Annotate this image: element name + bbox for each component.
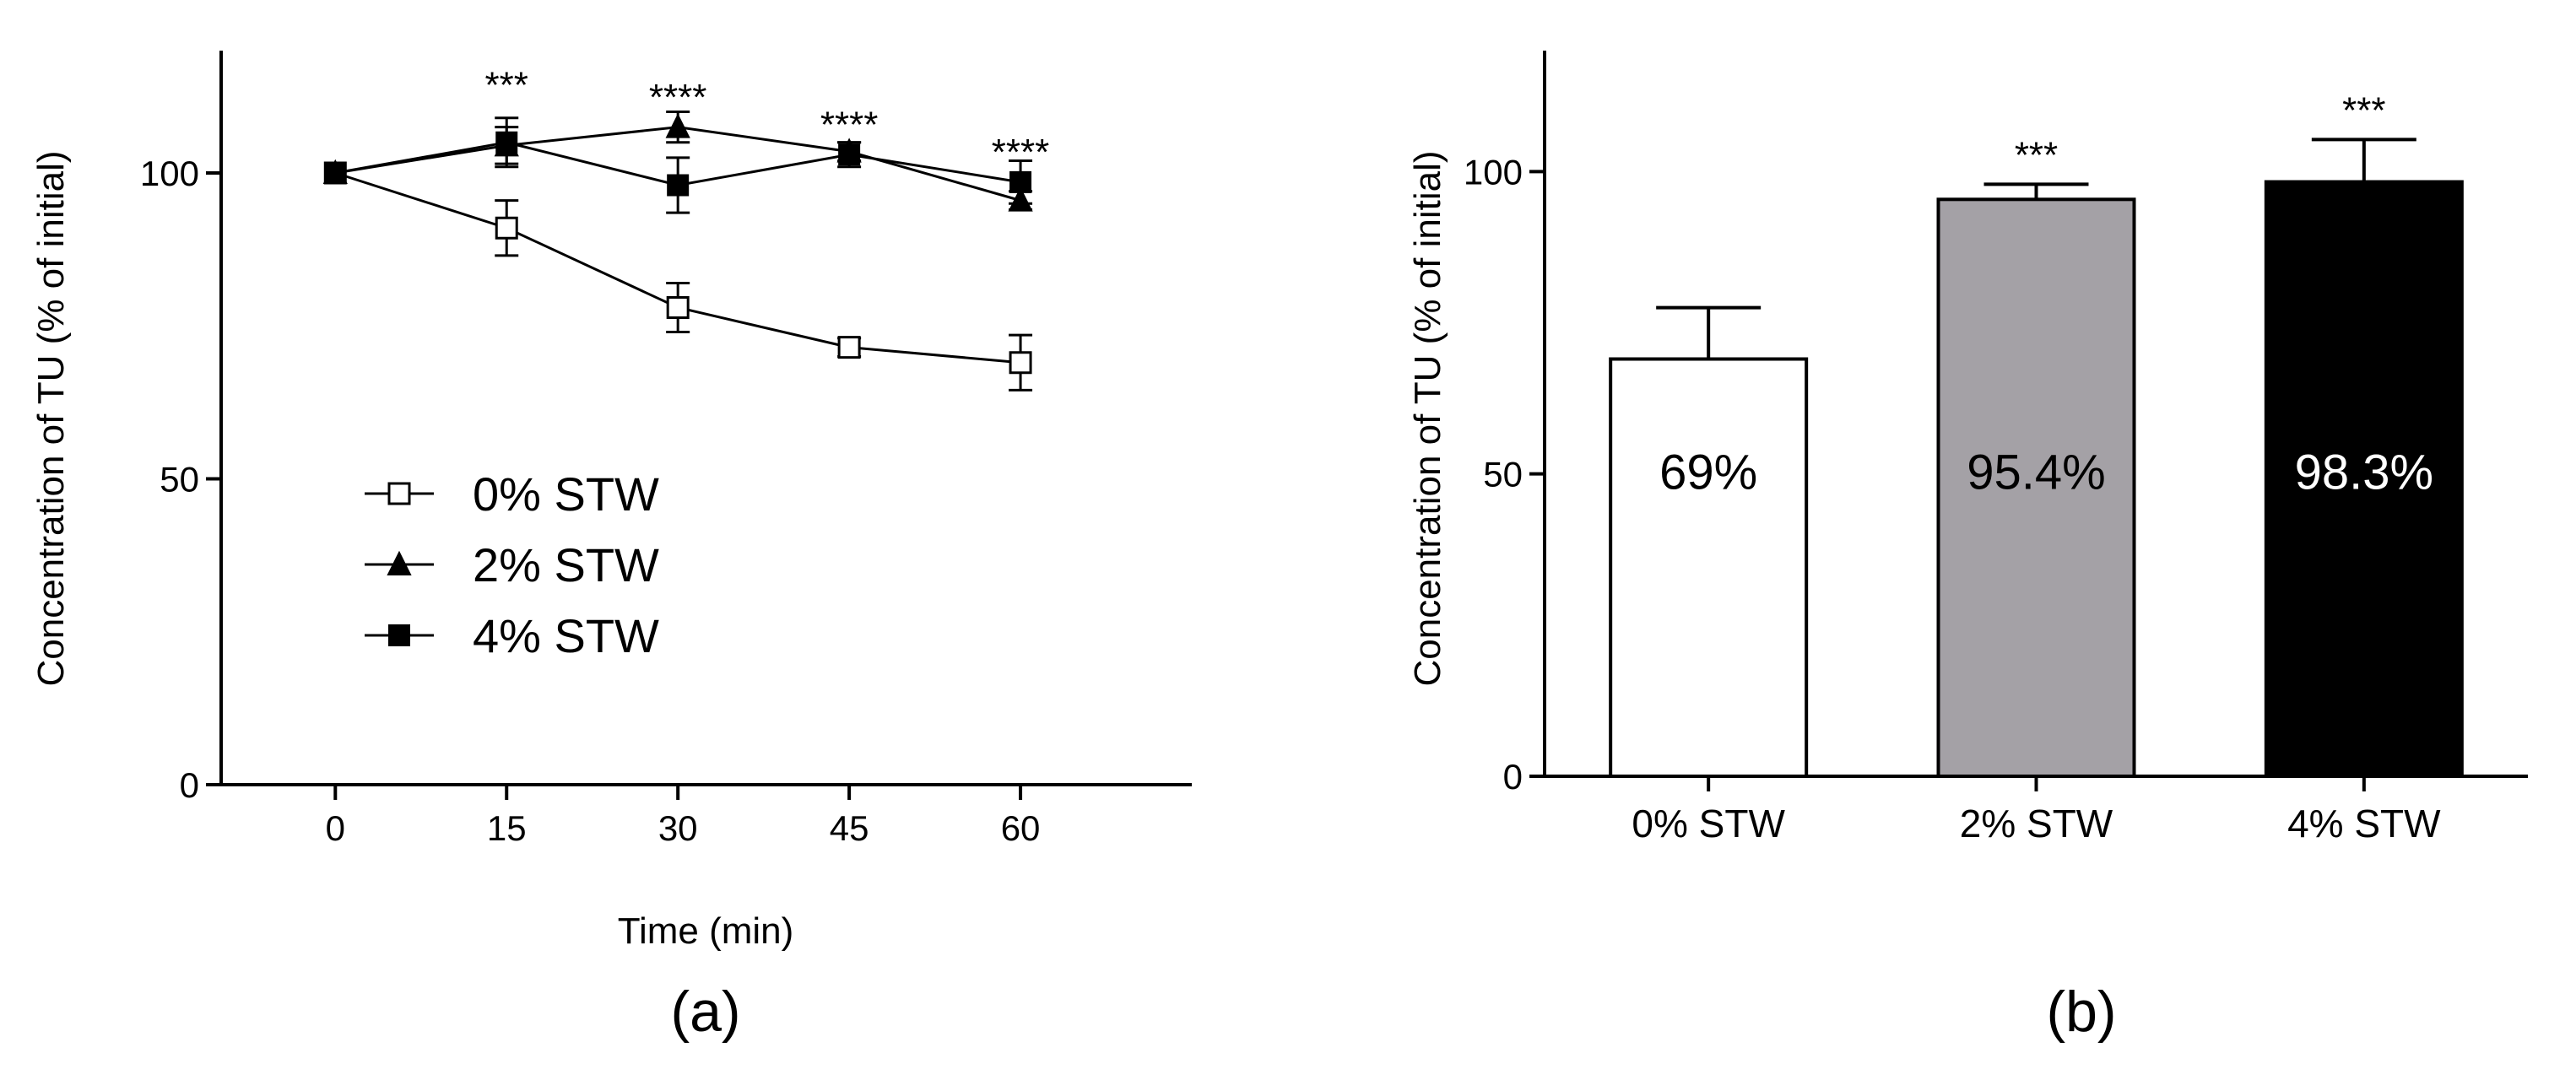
- bar-chart-panel-b: Concentration of TU (% of initial) (b) 0…: [1407, 51, 2528, 1044]
- legend-label: 4% STW: [473, 609, 659, 662]
- marker-filled-square: [838, 143, 861, 166]
- bar-data-label: 95.4%: [1967, 446, 2105, 500]
- bar-group-2-stw: 95.4% ***: [1936, 134, 2136, 779]
- y-tick-label: 50: [1483, 455, 1523, 494]
- x-tick-label: 0: [326, 808, 345, 848]
- legend-item: 0% STW: [365, 467, 659, 521]
- bar-data-label: 69%: [1659, 446, 1757, 500]
- bar-group-4-stw: 98.3% ***: [2264, 89, 2464, 778]
- significance-annotation: ***: [485, 64, 528, 105]
- legend-label: 2% STW: [473, 538, 659, 591]
- x-tick-label: 2% STW: [1960, 802, 2113, 845]
- marker-filled-triangle: [387, 550, 412, 575]
- marker-open-square: [495, 216, 518, 240]
- marker-filled-square: [495, 131, 518, 154]
- x-tick-label: 60: [1001, 808, 1041, 848]
- marker-open-square: [666, 296, 690, 319]
- panel-label: (b): [2046, 980, 2116, 1044]
- y-axis-label: Concentration of TU (% of initial): [1407, 150, 1448, 686]
- significance-annotation: ****: [649, 77, 707, 118]
- bar: [1609, 357, 1809, 778]
- significance-annotation: ***: [2342, 89, 2385, 131]
- x-tick-label: 0% STW: [1632, 802, 1785, 845]
- legend: 0% STW 2% STW 4% STW: [365, 467, 659, 662]
- marker-filled-square: [1009, 170, 1032, 193]
- bar: [1936, 197, 2136, 779]
- marker-filled-square: [667, 174, 690, 197]
- x-tick-label: 4% STW: [2287, 802, 2441, 845]
- marker-open-square: [1009, 351, 1032, 375]
- marker-open-square: [837, 336, 861, 359]
- legend-item: 4% STW: [365, 609, 659, 662]
- legend-label: 0% STW: [473, 467, 659, 521]
- series-4-stw: [324, 116, 1033, 214]
- marker-filled-triangle: [665, 113, 690, 138]
- marker-filled-square: [324, 162, 347, 184]
- y-tick-label: 100: [140, 154, 199, 193]
- legend-item: 2% STW: [365, 538, 659, 591]
- significance-annotation: ****: [992, 132, 1050, 173]
- marker-filled-square: [388, 624, 410, 646]
- y-axis-label: Concentration of TU (% of initial): [30, 150, 72, 686]
- panel-label: (a): [670, 980, 740, 1044]
- bar: [2264, 180, 2464, 778]
- x-axis-label: Time (min): [618, 910, 794, 952]
- marker-open-square: [387, 482, 411, 505]
- bar-data-label: 98.3%: [2295, 446, 2433, 500]
- line-chart-panel-a: Concentration of TU (% of initial) Time …: [30, 51, 1192, 1044]
- significance-annotation: ***: [2015, 134, 2058, 176]
- y-tick-label: 50: [160, 460, 199, 500]
- x-tick-label: 15: [487, 808, 527, 848]
- significance-annotation: ****: [820, 105, 879, 146]
- y-tick-label: 0: [180, 765, 199, 805]
- bar-group-0-stw: 69%: [1609, 305, 1809, 778]
- y-tick-label: 100: [1464, 152, 1523, 192]
- y-tick-label: 0: [1503, 757, 1523, 796]
- x-tick-label: 30: [658, 808, 698, 848]
- x-tick-label: 45: [830, 808, 869, 848]
